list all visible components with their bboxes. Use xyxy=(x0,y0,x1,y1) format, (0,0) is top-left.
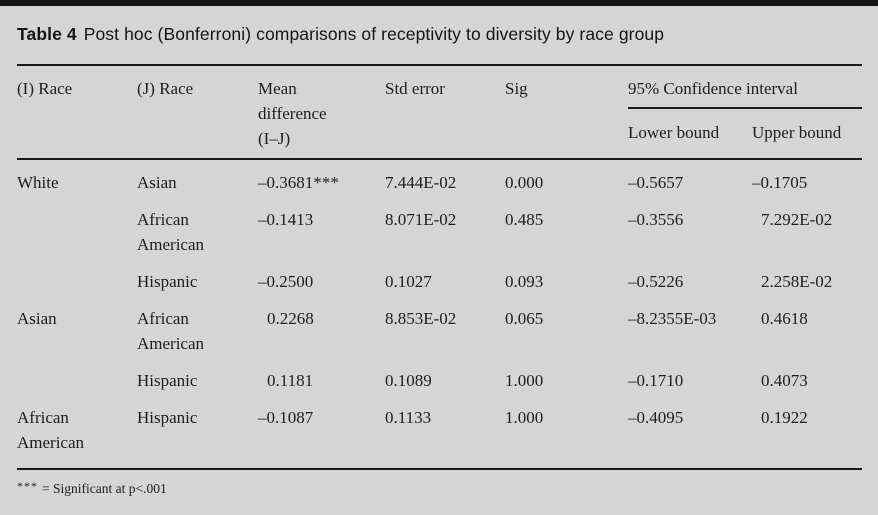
header-row-main: (I) Race (J) Race Mean difference (I–J) … xyxy=(17,65,863,160)
table-number-label: Table 4 xyxy=(17,24,77,44)
cell: 0.485 xyxy=(505,210,544,229)
cell: White xyxy=(17,173,59,192)
cell: –0.1413 xyxy=(258,210,314,229)
cell: African American xyxy=(17,408,85,452)
cell: 0.4618 xyxy=(761,309,808,328)
page-top-rule xyxy=(0,0,878,6)
cell: –0.3681*** xyxy=(258,173,339,192)
cell: –0.1705 xyxy=(752,173,808,192)
table-row: Hispanic 0.1181 0.1089 1.000 –0.1710 0.4073 xyxy=(17,358,862,395)
cell: 0.4073 xyxy=(761,371,808,390)
cell: –0.5657 xyxy=(628,173,684,192)
table-row: Hispanic –0.2500 0.1027 0.093 –0.5226 2.258E-… xyxy=(17,259,862,296)
cell: 0.1922 xyxy=(761,408,808,427)
header-cell-std-error: Std error xyxy=(385,65,505,160)
cell: –8.2355E-03 xyxy=(628,309,717,328)
header-cell-sig: Sig xyxy=(505,65,628,160)
cell: Hispanic xyxy=(137,371,198,390)
footnote-text: = Significant at p<.001 xyxy=(42,481,167,496)
cell: 1.000 xyxy=(505,371,544,390)
cell: 0.1027 xyxy=(385,272,432,291)
header-cell-confidence-interval-group: 95% Confidence interval xyxy=(628,65,863,109)
cell: 0.093 xyxy=(505,272,544,291)
cell: 0.1181 xyxy=(267,371,314,390)
cell xyxy=(17,259,137,296)
table-figure: Table 4 Post hoc (Bonferroni) comparisons… xyxy=(17,23,863,497)
cell: –0.1710 xyxy=(628,371,684,390)
cell: –0.1087 xyxy=(258,408,314,427)
cell: 0.1089 xyxy=(385,371,432,390)
cell: 0.000 xyxy=(505,173,544,192)
cell: 0.2268 xyxy=(267,309,314,328)
cell: –0.2500 xyxy=(258,272,314,291)
table-header: (I) Race (J) Race Mean difference (I–J) … xyxy=(17,65,863,160)
table-row: Asian African American 0.2268 8.853E-02 0.06… xyxy=(17,296,862,358)
header-cell-j-race: (J) Race xyxy=(137,65,258,160)
cell xyxy=(17,358,137,395)
table-footnote: *** = Significant at p<.001 xyxy=(17,479,862,497)
footnote-significance-marker: *** xyxy=(17,479,38,493)
cell xyxy=(17,197,137,259)
table-caption: Table 4 Post hoc (Bonferroni) comparisons… xyxy=(17,23,862,45)
cell: –0.3556 xyxy=(628,210,684,229)
cell: 7.292E-02 xyxy=(761,210,833,229)
header-cell-upper-bound: Upper bound xyxy=(752,108,863,160)
cell: African American xyxy=(137,309,205,353)
table-body: White Asian –0.3681*** 7.444E-02 0.000 –0.565… xyxy=(17,159,862,469)
cell: –0.4095 xyxy=(628,408,684,427)
cell: 0.1133 xyxy=(385,408,432,427)
table-row: White Asian –0.3681*** 7.444E-02 0.000 –0.565… xyxy=(17,159,862,197)
table-row: African American Hispanic –0.1087 0.1133 1.0… xyxy=(17,395,862,469)
header-cell-i-race: (I) Race xyxy=(17,65,137,160)
table-row: African American –0.1413 8.071E-02 0.485 –0.… xyxy=(17,197,862,259)
cell: –0.5226 xyxy=(628,272,684,291)
cell: African American xyxy=(137,210,205,254)
header-cell-mean-difference: Mean difference (I–J) xyxy=(258,65,385,160)
cell: 8.071E-02 xyxy=(385,210,457,229)
posthoc-comparisons-table: (I) Race (J) Race Mean difference (I–J) … xyxy=(17,64,863,470)
cell: 1.000 xyxy=(505,408,544,427)
cell: 7.444E-02 xyxy=(385,173,457,192)
cell: Hispanic xyxy=(137,408,198,427)
cell: 2.258E-02 xyxy=(761,272,833,291)
cell: Asian xyxy=(17,309,57,328)
cell: 0.065 xyxy=(505,309,544,328)
header-row-sub: Lower bound Upper bound xyxy=(17,108,863,160)
table-title-text: Post hoc (Bonferroni) comparisons of rec… xyxy=(83,24,665,44)
cell: Hispanic xyxy=(137,272,198,291)
header-cell-lower-bound: Lower bound xyxy=(628,108,752,160)
cell: 8.853E-02 xyxy=(385,309,457,328)
cell: Asian xyxy=(137,173,177,192)
